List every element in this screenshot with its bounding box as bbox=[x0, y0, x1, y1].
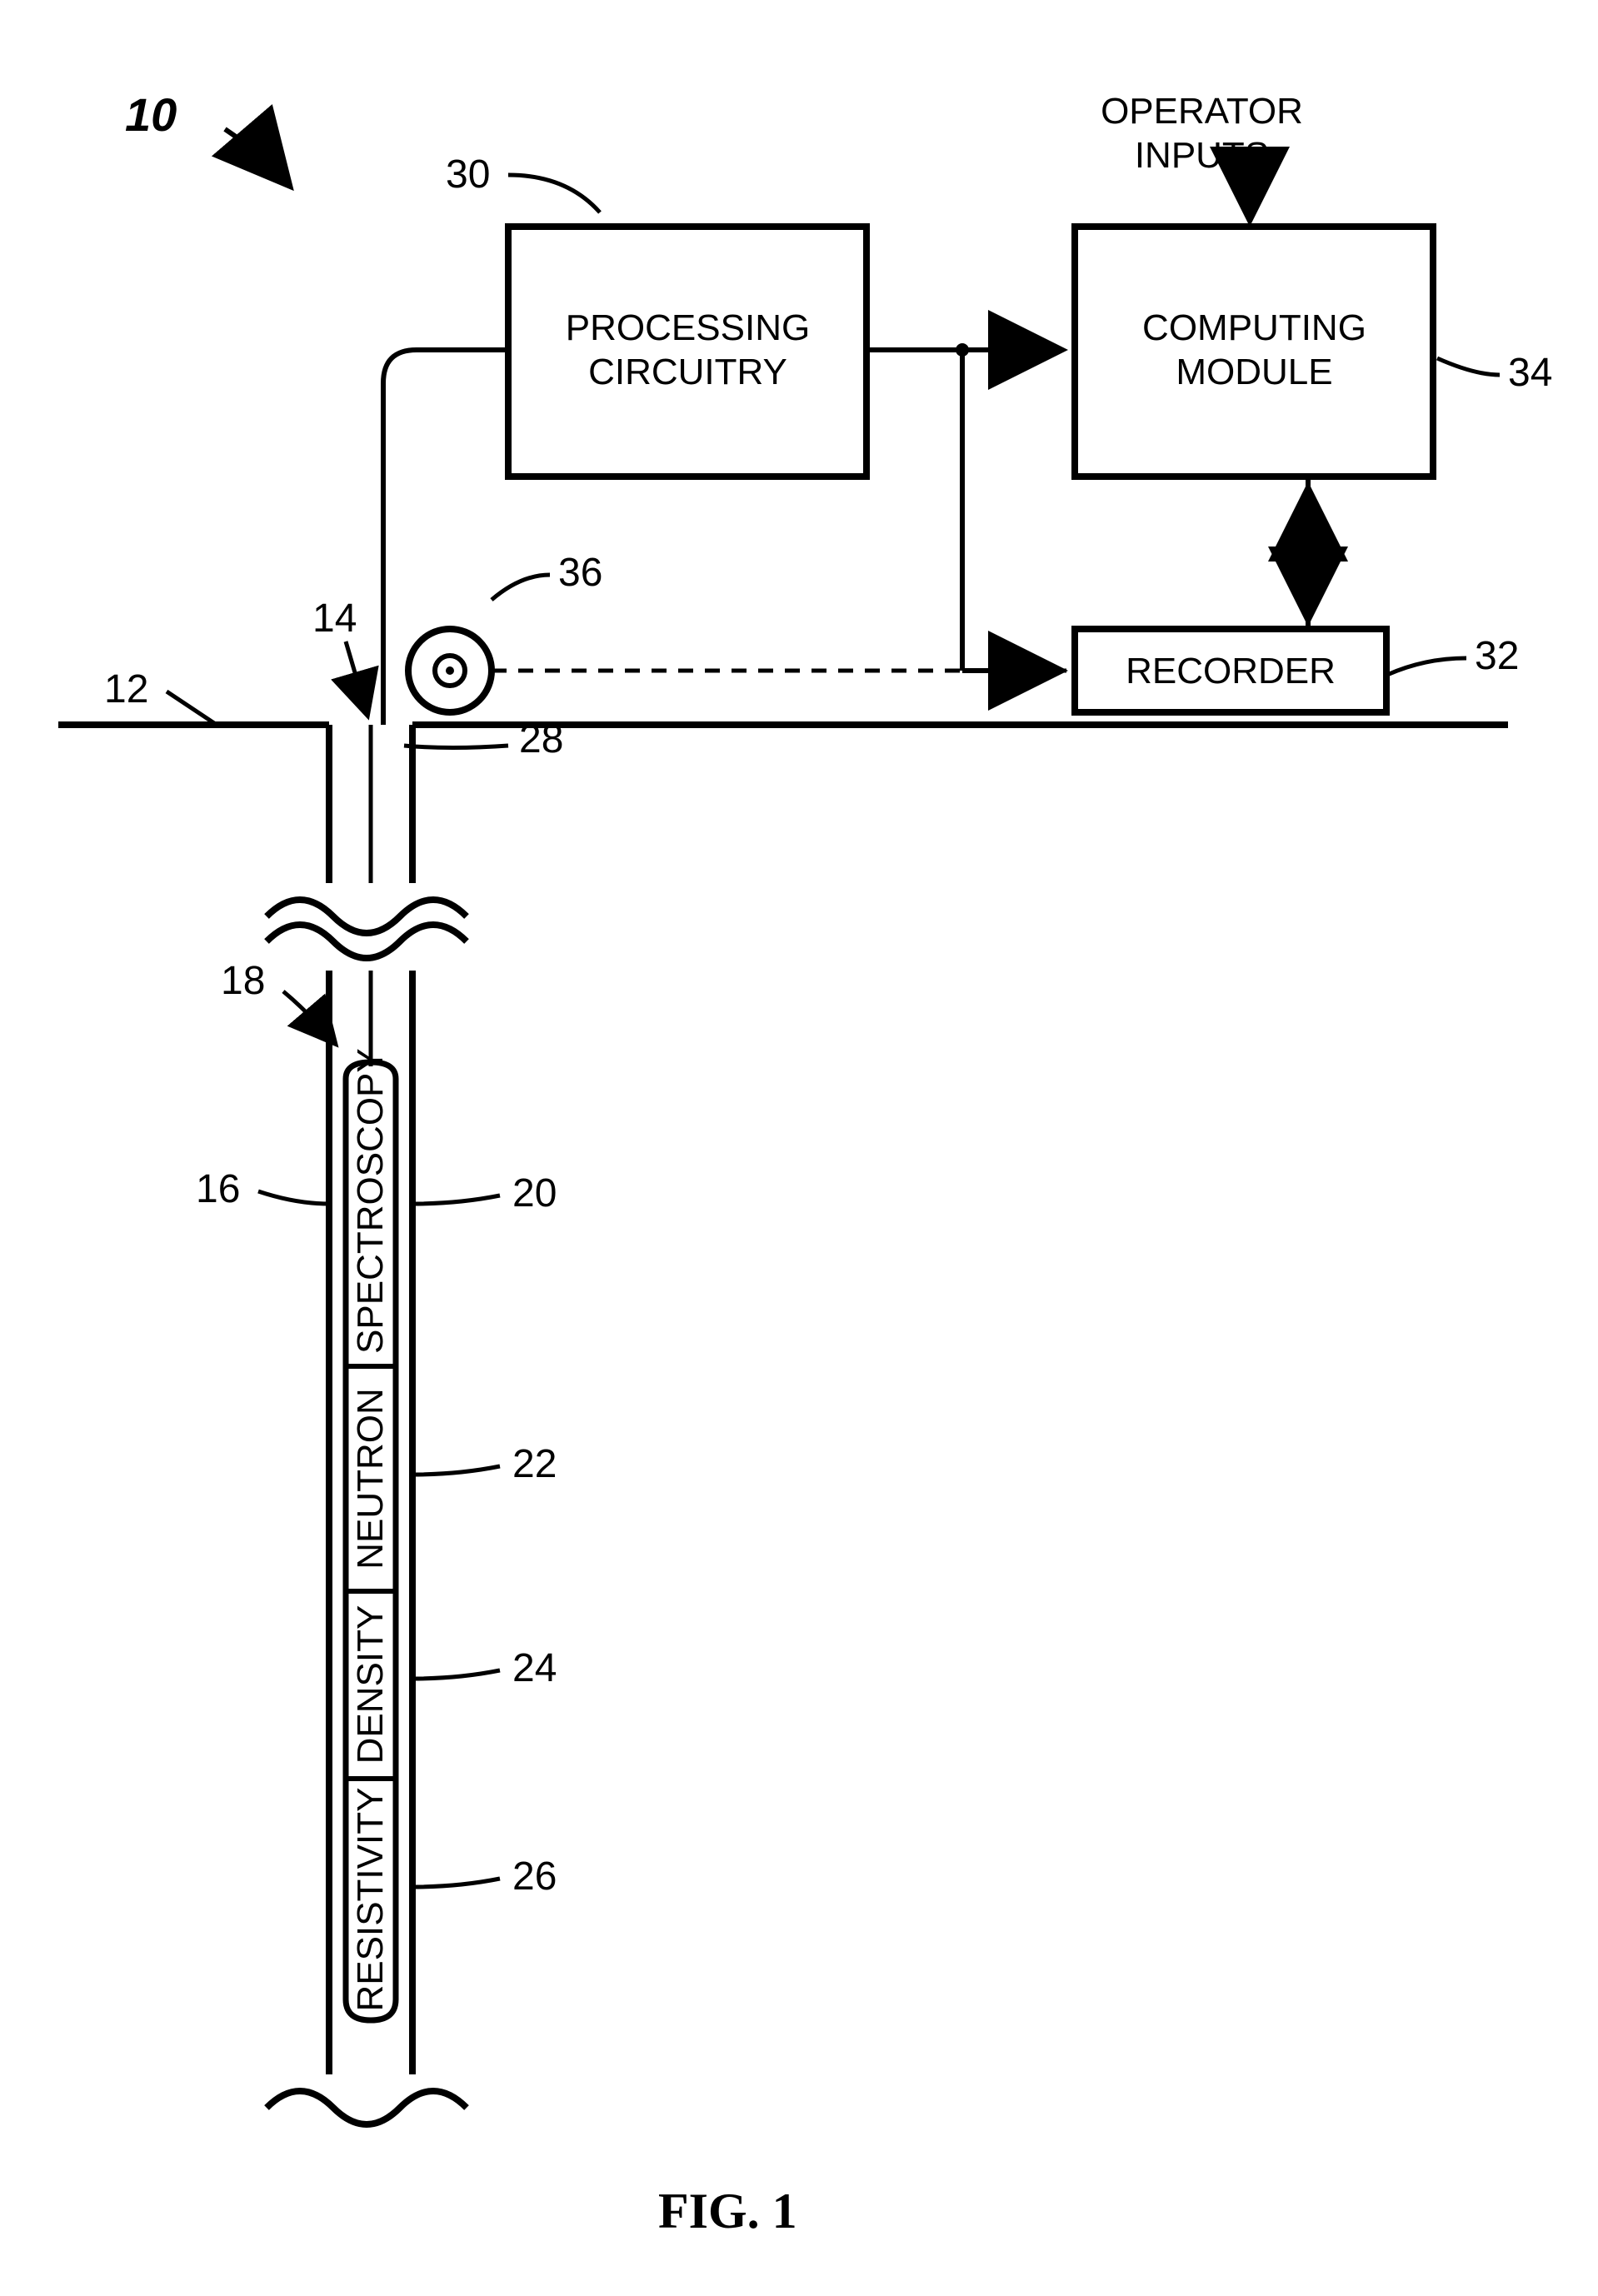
ref-18: 18 bbox=[221, 958, 265, 1004]
recorder-label: RECORDER bbox=[1083, 650, 1378, 694]
ref-26: 26 bbox=[512, 1854, 557, 1899]
ref-16: 16 bbox=[196, 1166, 240, 1212]
ref-14: 14 bbox=[312, 596, 357, 641]
operator-inputs-label: OPERATOR INPUTS bbox=[1083, 90, 1321, 178]
ref-24: 24 bbox=[512, 1645, 557, 1691]
figure-caption: FIG. 1 bbox=[658, 2183, 797, 2240]
tool-density: DENSITY bbox=[350, 1597, 392, 1772]
processing-label: PROCESSING CIRCUITRY bbox=[540, 307, 836, 395]
ref-28: 28 bbox=[519, 716, 563, 762]
computing-label: COMPUTING MODULE bbox=[1106, 307, 1402, 395]
ref-32: 32 bbox=[1475, 633, 1519, 679]
ref-36: 36 bbox=[558, 550, 602, 596]
ref-34: 34 bbox=[1508, 350, 1552, 396]
ref-10: 10 bbox=[125, 87, 177, 142]
tool-resistivity: RESISTIVITY bbox=[350, 1787, 392, 2012]
ref-22: 22 bbox=[512, 1441, 557, 1487]
ref-30: 30 bbox=[446, 152, 490, 197]
ref-20: 20 bbox=[512, 1170, 557, 1216]
ref-12: 12 bbox=[104, 666, 148, 712]
tool-spectroscopy: SPECTROSCOPY bbox=[350, 1079, 392, 1354]
tool-neutron: NEUTRON bbox=[350, 1379, 392, 1579]
